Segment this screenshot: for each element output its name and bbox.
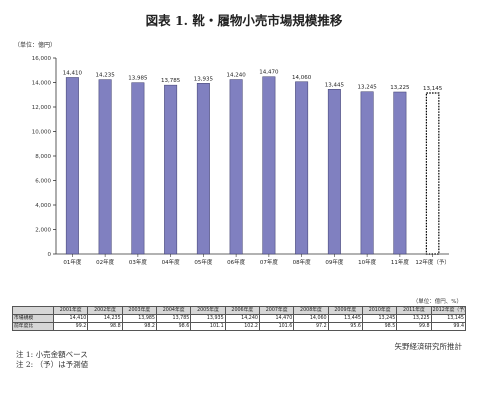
bar — [262, 76, 276, 255]
category-label: 10年度 — [358, 258, 376, 266]
table-header-cell: 2006年度 — [224, 306, 260, 315]
value-label: 13,225 — [390, 85, 410, 91]
bar-chart: 0 2,000 4,000 6,000 8,000 10,000 12,000 14,000 1… — [32, 56, 450, 266]
bar-forecast — [425, 92, 440, 255]
value-label: 14,060 — [292, 75, 312, 81]
bar — [65, 77, 79, 255]
table-cell: 13,225 — [396, 314, 432, 323]
y-tick-label: 0 — [48, 252, 52, 258]
table-cell: 13,245 — [361, 314, 398, 323]
y-tick-label: 10,000 — [32, 130, 52, 136]
bar — [196, 83, 210, 255]
category-label: 03年度 — [129, 258, 147, 266]
table-header-row: 2001年度 2002年度 2003年度 2004年度 2005年度 2006年… — [12, 306, 467, 315]
table-row-yoy: 前年度比 99.2 98.8 98.2 98.6 101.1 102.2 101… — [12, 322, 467, 331]
table-header-cell: 2007年度 — [258, 306, 295, 315]
bar — [295, 81, 309, 255]
bar — [229, 79, 243, 255]
y-tick-label: 4,000 — [35, 203, 51, 209]
source-credit: 矢野経済研究所推計 — [394, 342, 463, 351]
chart-title: 図表 1. 靴・履物小売市場規模推移 — [145, 13, 343, 28]
y-tick-label: 12,000 — [32, 105, 52, 111]
table-cell: 95.6 — [327, 322, 363, 331]
table-cell: 99.8 — [396, 322, 432, 331]
table-cell: 13,935 — [190, 314, 226, 323]
bar — [327, 89, 341, 255]
table-header-cell: 2003年度 — [121, 306, 157, 315]
data-table: 2001年度 2002年度 2003年度 2004年度 2005年度 2006年… — [12, 306, 467, 331]
category-label: 04年度 — [162, 258, 180, 266]
category-label: 01年度 — [63, 258, 81, 266]
table-cell: 13,445 — [327, 314, 363, 323]
table-unit-label: （単位：億円、%） — [412, 299, 462, 305]
category-label: 07年度 — [260, 258, 278, 266]
bar — [98, 79, 112, 255]
table-cell: 97.2 — [293, 322, 329, 331]
table-header-cell: 2012年度（予） — [430, 306, 467, 315]
table-row-market-size: 市場規模 14,410 14,235 13,985 13,785 13,935 … — [12, 314, 467, 323]
category-label: 06年度 — [227, 258, 245, 266]
table-cell: 99.4 — [430, 322, 467, 331]
category-label: 08年度 — [293, 258, 311, 266]
table-header-cell: 2009年度 — [327, 306, 363, 315]
y-tick-label: 16,000 — [32, 56, 52, 62]
category-label: 09年度 — [325, 258, 343, 266]
note-2: 注 2: （予）は予測値 — [16, 360, 89, 369]
table-cell: 101.1 — [190, 322, 226, 331]
table-cell: 13,785 — [155, 314, 192, 323]
table-header-cell: 2008年度 — [293, 306, 329, 315]
table-cell: 102.2 — [224, 322, 260, 331]
value-label: 13,445 — [325, 82, 345, 88]
y-tick-label: 14,000 — [32, 81, 52, 87]
table-cell: 14,410 — [52, 314, 89, 323]
table-cell: 14,240 — [224, 314, 260, 323]
category-label: 11年度 — [391, 258, 409, 266]
value-label: 13,985 — [128, 76, 148, 82]
bar — [360, 91, 374, 255]
value-label: 13,245 — [358, 85, 378, 91]
table-cell: 98.5 — [361, 322, 398, 331]
table-header-cell: 2011年度 — [396, 306, 432, 315]
notes: 注 1: 小売金額ベース 注 2: （予）は予測値 — [16, 350, 88, 370]
value-label: 13,785 — [161, 78, 181, 84]
category-label: 05年度 — [194, 258, 212, 266]
bar — [131, 82, 145, 255]
table-header-cell: 2001年度 — [52, 306, 89, 315]
table-cell: 14,470 — [258, 314, 295, 323]
unit-label: （単位：億円） — [14, 42, 57, 49]
table-header-cell: 2004年度 — [155, 306, 192, 315]
bar — [164, 84, 178, 255]
note-1: 注 1: 小売金額ベース — [16, 350, 88, 359]
category-label: 02年度 — [96, 258, 114, 266]
value-label: 14,240 — [227, 73, 247, 79]
table-cell: 13,145 — [430, 314, 467, 323]
table-header-cell: 2005年度 — [190, 306, 226, 315]
value-label: 14,235 — [96, 73, 116, 79]
y-tick-label: 6,000 — [35, 179, 51, 185]
table-header-cell: 2010年度 — [361, 306, 398, 315]
table-header-cell: 2002年度 — [87, 306, 123, 315]
table-row-label: 前年度比 — [12, 322, 54, 331]
bar — [393, 91, 407, 255]
table-cell: 101.6 — [258, 322, 295, 331]
category-label: 12年度（予） — [415, 258, 450, 266]
y-tick-label: 8,000 — [35, 154, 51, 160]
table-row-label: 市場規模 — [12, 314, 54, 323]
table-cell: 13,985 — [121, 314, 157, 323]
value-label: 14,470 — [259, 70, 279, 76]
table-cell: 99.2 — [52, 322, 89, 331]
value-label: 13,935 — [194, 76, 214, 82]
value-label: 13,145 — [423, 86, 443, 92]
table-cell: 98.8 — [87, 322, 123, 331]
value-label: 14,410 — [63, 70, 83, 76]
table-corner-cell — [12, 306, 54, 315]
table-cell: 14,235 — [87, 314, 123, 323]
table-cell: 98.6 — [155, 322, 192, 331]
table-cell: 98.2 — [121, 322, 157, 331]
table-cell: 14,060 — [293, 314, 329, 323]
y-tick-label: 2,000 — [35, 228, 51, 234]
